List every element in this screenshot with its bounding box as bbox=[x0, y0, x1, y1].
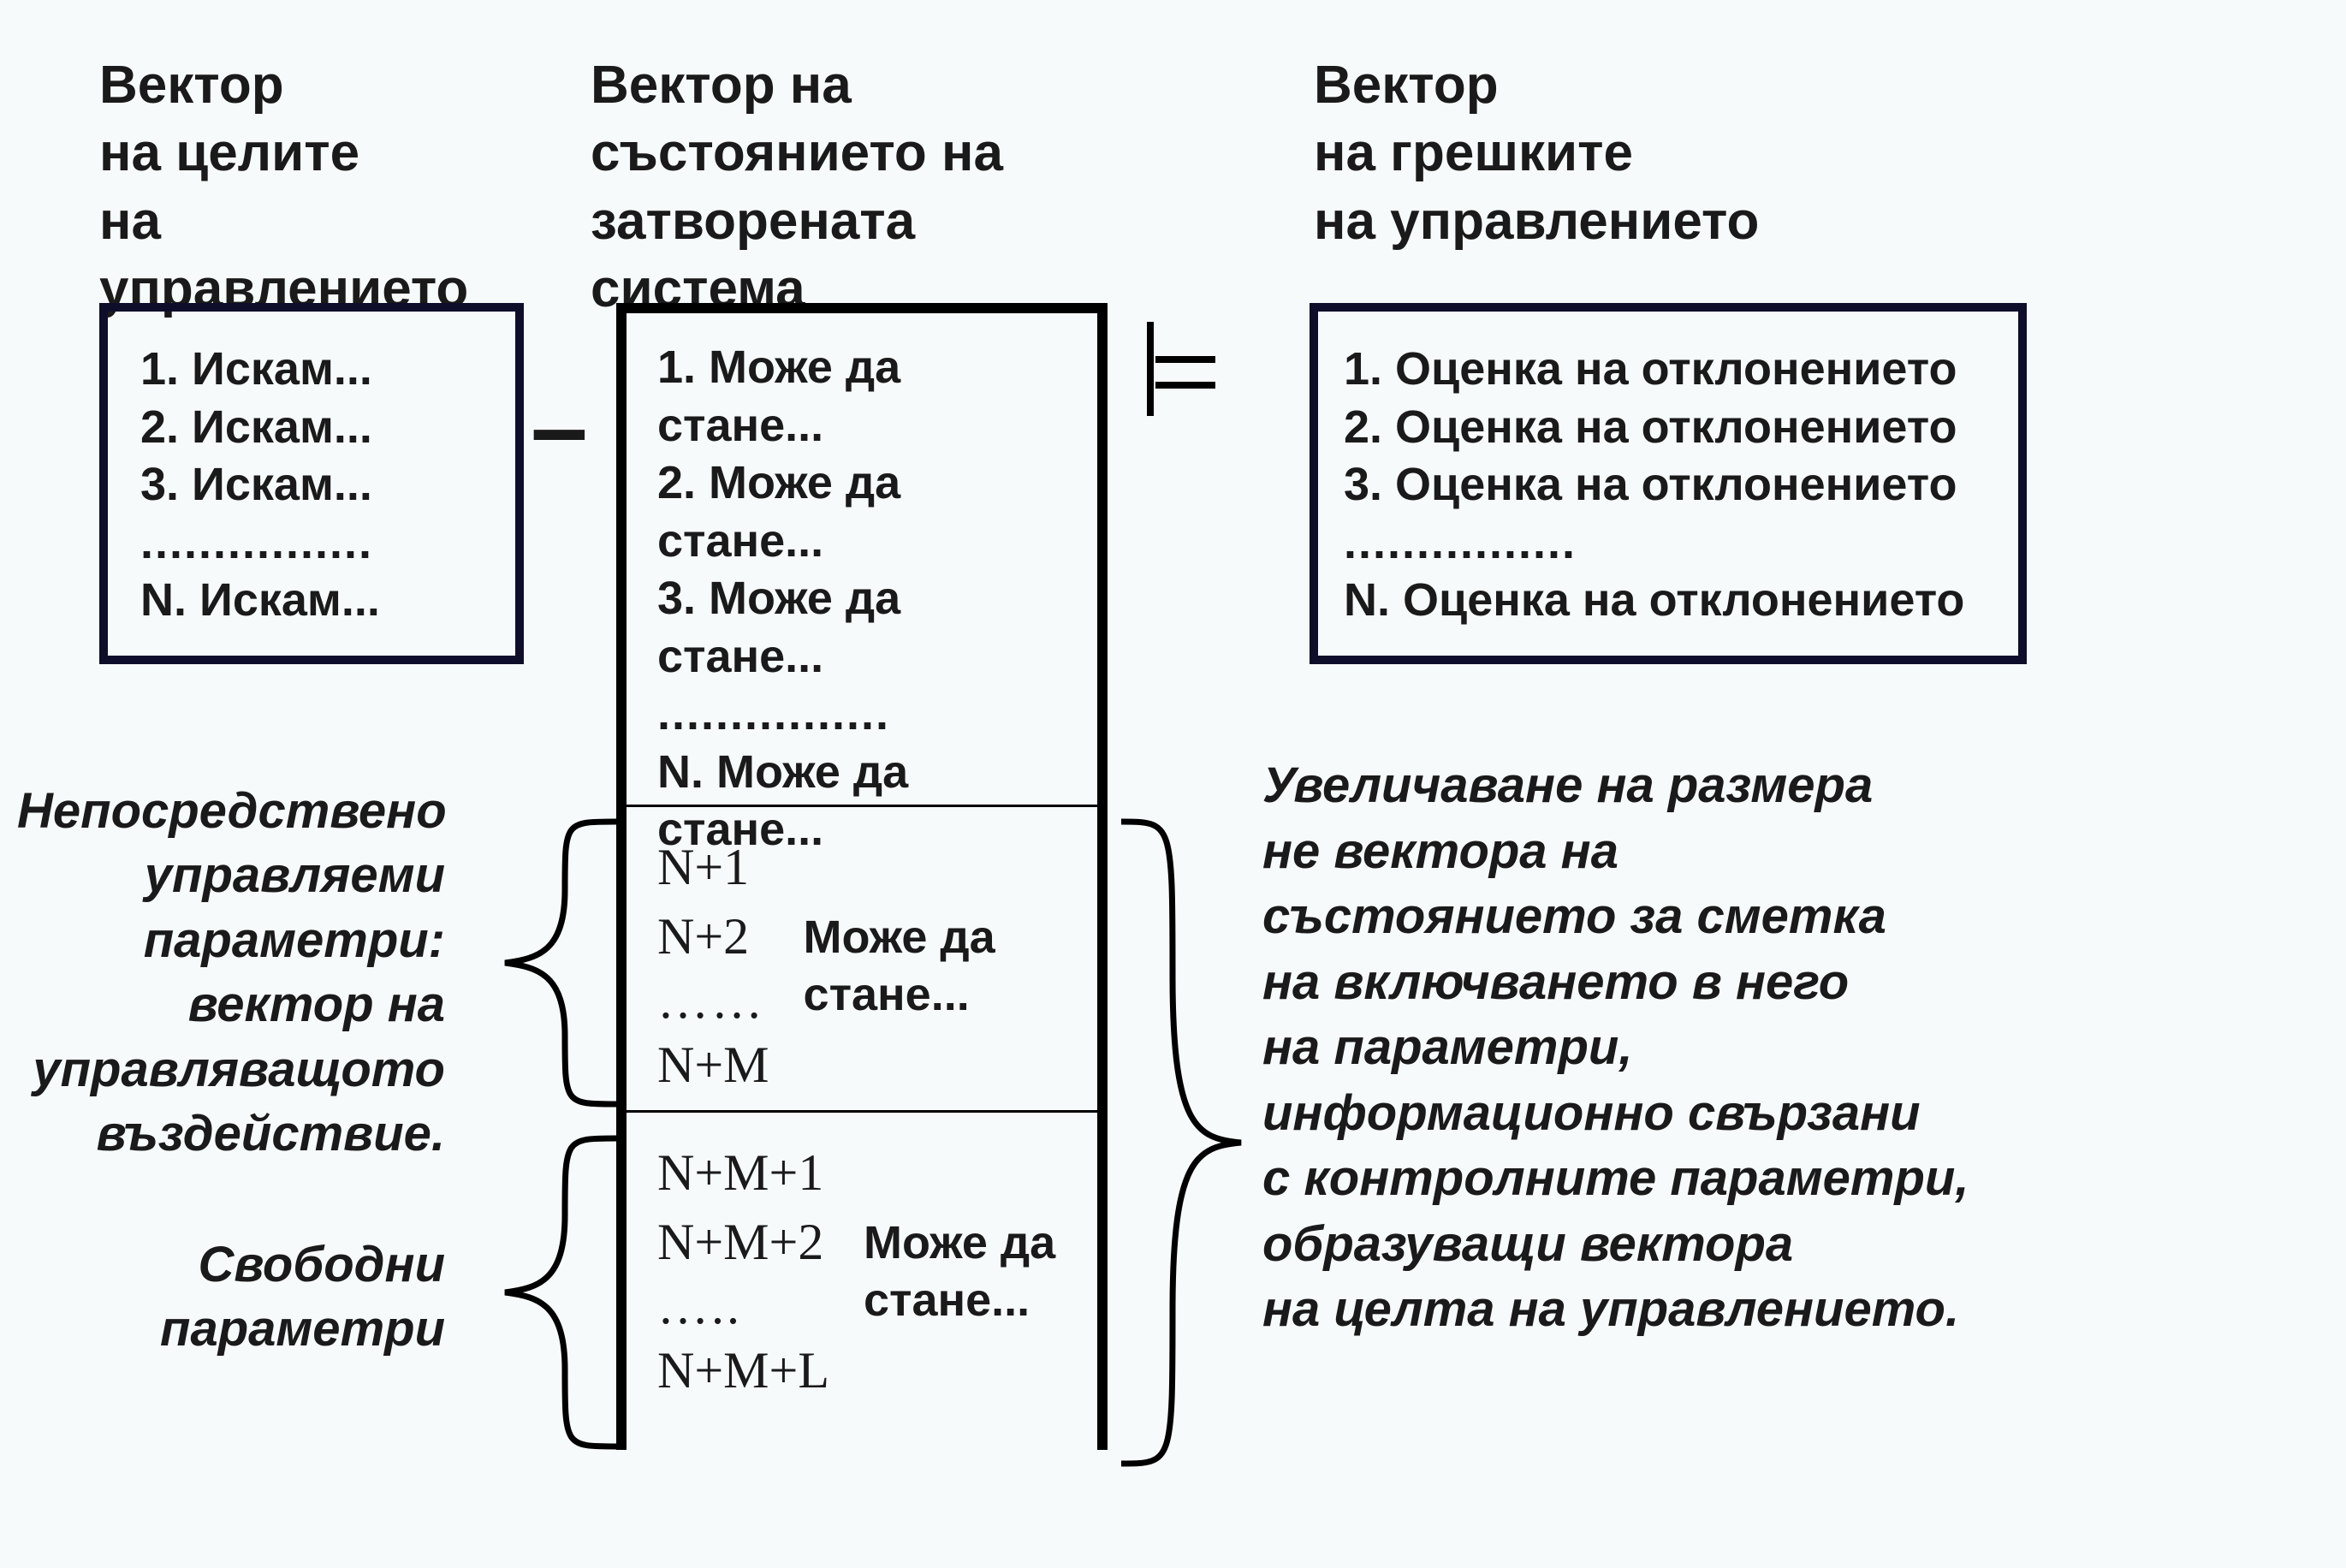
goals-box: 1. Искам... 2. Искам... 3. Искам... ....… bbox=[99, 303, 524, 664]
state-bot-cell: N+M+1 N+M+2 ….. N+M+L Може дастане... bbox=[627, 1113, 1097, 1450]
right-note: Увеличаване на размеране вектора насъсто… bbox=[1262, 753, 2033, 1343]
errors-box: 1. Оценка на отклонението 2. Оценка на о… bbox=[1310, 303, 2027, 664]
state-mid-dots: …… bbox=[657, 971, 769, 1030]
state-top-r3: 3. Може да стане... bbox=[657, 570, 1066, 686]
state-top-r1: 1. Може да стане... bbox=[657, 339, 1066, 454]
heading-errors: Векторна грешкитена управлението bbox=[1314, 51, 1844, 255]
minus-operator: – bbox=[531, 368, 588, 486]
state-top-r2: 2. Може да стане... bbox=[657, 454, 1066, 570]
state-mid-im: N+M bbox=[657, 1030, 769, 1100]
goals-rn: N. Искам... bbox=[140, 572, 483, 630]
heading-state: Вектор насъстоянието назатворената систе… bbox=[591, 51, 1121, 323]
goals-r3: 3. Искам... bbox=[140, 456, 483, 514]
brace-right-icon bbox=[1113, 813, 1258, 1472]
diagram-canvas: Векторна целитена управлението Вектор на… bbox=[0, 0, 2346, 1568]
state-column: 1. Може да стане... 2. Може да стане... … bbox=[616, 303, 1108, 1450]
left-note-direct: Непосредственоуправляемипараметри:вектор… bbox=[17, 779, 445, 1166]
minus-glyph: – bbox=[531, 370, 588, 484]
state-top-dots: ................ bbox=[657, 686, 1066, 744]
errors-dots: ................ bbox=[1344, 514, 1993, 573]
state-bot-dots: ….. bbox=[657, 1277, 829, 1336]
state-bot-il: N+M+L bbox=[657, 1336, 829, 1405]
left-note-free: Свободнипараметри bbox=[103, 1232, 445, 1362]
left-note-direct-text: Непосредственоуправляемипараметри:вектор… bbox=[17, 783, 447, 1161]
heading-state-text: Вектор насъстоянието назатворената систе… bbox=[591, 56, 1003, 318]
state-top-cell: 1. Може да стане... 2. Може да стане... … bbox=[627, 313, 1097, 807]
errors-r3: 3. Оценка на отклонението bbox=[1344, 456, 1993, 514]
goals-dots: ................ bbox=[140, 514, 483, 573]
errors-r2: 2. Оценка на отклонението bbox=[1344, 399, 1993, 457]
goals-r2: 2. Искам... bbox=[140, 399, 483, 457]
heading-errors-text: Векторна грешкитена управлението bbox=[1314, 56, 1759, 251]
equals-operator bbox=[1147, 342, 1232, 402]
state-bot-i1: N+M+1 bbox=[657, 1138, 829, 1208]
state-mid-i2: N+2 bbox=[657, 902, 769, 971]
state-mid-label: Може дастане... bbox=[804, 909, 995, 1025]
state-mid-cell: N+1 N+2 …… N+M Може дастане... bbox=[627, 807, 1097, 1113]
errors-rn: N. Оценка на отклонението bbox=[1344, 572, 1993, 630]
right-note-text: Увеличаване на размеране вектора насъсто… bbox=[1262, 757, 1969, 1337]
state-bot-label: Може дастане... bbox=[864, 1215, 1055, 1330]
brace-direct-icon bbox=[454, 813, 616, 1113]
goals-r1: 1. Искам... bbox=[140, 341, 483, 399]
state-mid-i1: N+1 bbox=[657, 833, 769, 902]
heading-goals-text: Векторна целитена управлението bbox=[99, 56, 468, 318]
errors-r1: 1. Оценка на отклонението bbox=[1344, 341, 1993, 399]
state-bot-i2: N+M+2 bbox=[657, 1208, 829, 1277]
brace-free-icon bbox=[454, 1130, 616, 1455]
left-note-free-text: Свободнипараметри bbox=[160, 1237, 445, 1357]
heading-goals: Векторна целитена управлението bbox=[99, 51, 544, 323]
